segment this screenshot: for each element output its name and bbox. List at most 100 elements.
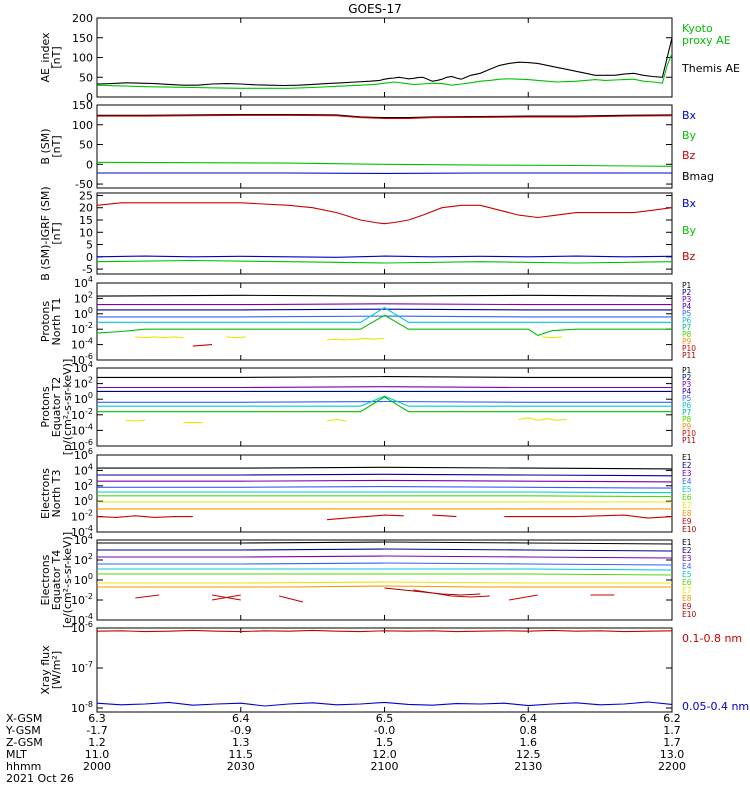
legend-entry: P11 bbox=[682, 436, 696, 445]
series-line-5 bbox=[97, 496, 672, 497]
y-tick-label: 102 bbox=[74, 290, 93, 305]
y-tick-label: 102 bbox=[74, 552, 93, 567]
series-line-9 bbox=[327, 515, 404, 520]
legend-entry: By bbox=[682, 129, 697, 142]
y-tick-label: 100 bbox=[74, 572, 93, 587]
y-tick-label: 15 bbox=[79, 214, 93, 227]
series-line-6 bbox=[97, 582, 672, 583]
series-line-8 bbox=[135, 595, 159, 598]
series-line-2 bbox=[97, 480, 672, 482]
legend-entry: P11 bbox=[682, 351, 696, 360]
legend-entry: 0.05-0.4 nm bbox=[682, 700, 749, 713]
y-tick-label: 10-2 bbox=[71, 321, 93, 336]
series-line-6 bbox=[126, 420, 145, 421]
series-group bbox=[97, 38, 672, 89]
series-line-11 bbox=[279, 596, 303, 602]
series-line-0 bbox=[97, 467, 672, 469]
chart-title: GOES-17 bbox=[348, 2, 402, 16]
legend-entry: Bz bbox=[682, 149, 696, 162]
series-line-15 bbox=[385, 588, 481, 595]
series-line-13 bbox=[509, 595, 538, 600]
legend-entry: Bx bbox=[682, 109, 697, 122]
series-line-5 bbox=[97, 315, 672, 335]
y-tick-label: 150 bbox=[72, 99, 93, 112]
y-axis-label: [p/(cm²-s-sr-keV)] bbox=[61, 359, 74, 456]
series-line-4 bbox=[97, 569, 672, 570]
series-line-3 bbox=[97, 487, 672, 489]
series-line-0 bbox=[97, 377, 672, 378]
y-tick-label: 10 bbox=[79, 226, 93, 239]
legend-entry: 0.1-0.8 nm bbox=[682, 632, 742, 645]
series-line-4 bbox=[97, 492, 672, 493]
series-line-10 bbox=[193, 345, 212, 347]
y-tick-label: 0 bbox=[86, 251, 93, 264]
y-tick-label: 106 bbox=[74, 447, 93, 462]
y-tick-label: 150 bbox=[72, 32, 93, 45]
y-axis-label: [nT] bbox=[50, 135, 63, 157]
y-tick-label: 25 bbox=[79, 189, 93, 202]
panel-frame bbox=[97, 283, 672, 360]
series-group bbox=[97, 542, 672, 602]
series-line-2 bbox=[97, 309, 672, 310]
y-tick-label: 50 bbox=[79, 71, 93, 84]
series-line-1 bbox=[97, 256, 672, 257]
y-tick-label: 10-2 bbox=[71, 509, 93, 524]
x-tick-label: 2200 bbox=[658, 760, 686, 773]
y-tick-label: 100 bbox=[72, 52, 93, 65]
series-line-2 bbox=[97, 261, 672, 264]
y-tick-label: 102 bbox=[74, 478, 93, 493]
y-tick-label: 50 bbox=[79, 139, 93, 152]
legend-entry: proxy AE bbox=[682, 34, 731, 47]
series-group bbox=[97, 115, 672, 174]
y-tick-label: 100 bbox=[74, 493, 93, 508]
panel-frame bbox=[97, 540, 672, 620]
series-line-7 bbox=[226, 337, 245, 338]
series-line-10 bbox=[432, 515, 456, 517]
series-group bbox=[97, 377, 672, 423]
series-group bbox=[97, 295, 672, 346]
y-tick-label: 200 bbox=[72, 12, 93, 25]
y-tick-label: 10-2 bbox=[71, 407, 93, 422]
series-line-2 bbox=[97, 162, 672, 166]
series-line-1 bbox=[97, 54, 672, 89]
series-line-6 bbox=[135, 337, 183, 338]
series-line-1 bbox=[97, 474, 672, 476]
panel-frame bbox=[97, 628, 672, 712]
legend-entry: By bbox=[682, 224, 697, 237]
series-line-1 bbox=[97, 702, 672, 706]
y-tick-label: 5 bbox=[86, 239, 93, 252]
legend-entry: Bx bbox=[682, 197, 697, 210]
date-label: 2021 Oct 26 bbox=[6, 772, 74, 785]
panel-frame bbox=[97, 455, 672, 532]
legend-entry: E10 bbox=[682, 525, 697, 534]
x-tick-label: 2130 bbox=[514, 760, 542, 773]
series-line-11 bbox=[504, 515, 672, 518]
legend-entry: E10 bbox=[682, 610, 697, 619]
panel-frame bbox=[97, 193, 672, 274]
y-tick-label: 104 bbox=[74, 275, 93, 290]
y-axis-label: [nT] bbox=[50, 46, 63, 68]
y-axis-label: North T1 bbox=[50, 298, 63, 346]
series-line-1 bbox=[97, 304, 672, 305]
series-group bbox=[97, 203, 672, 263]
series-group bbox=[97, 467, 672, 519]
y-tick-label: 100 bbox=[74, 306, 93, 321]
y-tick-label: 104 bbox=[74, 532, 93, 547]
panel-frame bbox=[97, 368, 672, 446]
series-line-7 bbox=[97, 586, 672, 587]
series-group bbox=[97, 630, 672, 706]
legend-entry: Bmag bbox=[682, 170, 714, 183]
y-tick-label: 10-6 bbox=[71, 620, 93, 635]
y-tick-label: 100 bbox=[74, 391, 93, 406]
y-tick-label: 10-2 bbox=[71, 592, 93, 607]
series-line-9 bbox=[543, 337, 562, 338]
